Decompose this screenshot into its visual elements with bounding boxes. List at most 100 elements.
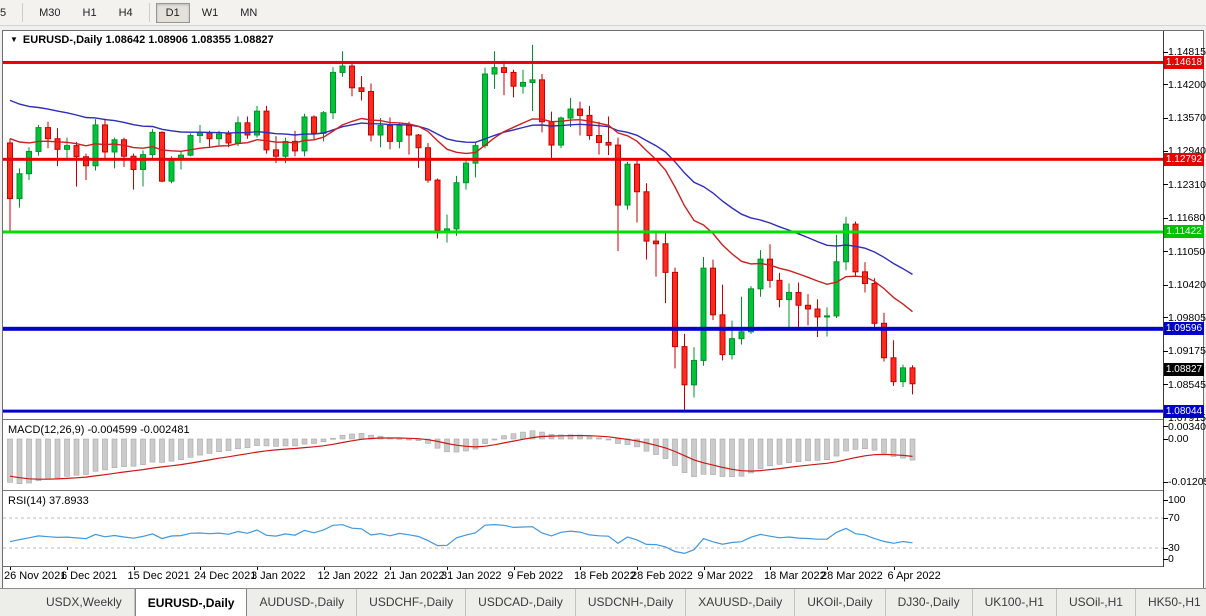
- date-label: 3 Jan 2022: [251, 570, 306, 582]
- timeframe-button-h4[interactable]: H4: [118, 6, 133, 19]
- macd-axis-label: 0.00: [1168, 433, 1189, 445]
- price-tick-label: 1.14815: [1168, 46, 1206, 58]
- resistance-tag: 1.12792: [1164, 152, 1204, 166]
- symbol-tab-usoil-h1[interactable]: USOil-,H1: [1057, 589, 1136, 616]
- price-tick-mark: [1163, 217, 1168, 219]
- date-tick-mark: [513, 567, 515, 570]
- symbol-tab-bar: USDX,Weekly EURUSD-,Daily AUDUSD-,Daily USD…: [0, 588, 1206, 616]
- symbol-tab-audusd-daily[interactable]: AUDUSD-,Daily: [247, 589, 358, 616]
- symbol-tab-usdcad-daily[interactable]: USDCAD-,Daily: [466, 589, 576, 616]
- date-tick-mark: [200, 567, 201, 570]
- macd-tick-mark: [1163, 481, 1168, 483]
- rsi-axis-label: 0: [1168, 553, 1174, 565]
- price-tick-label: 1.09805: [1168, 311, 1206, 324]
- macd-panel[interactable]: [3, 421, 1163, 490]
- date-label: 9 Mar 2022: [697, 570, 754, 582]
- date-label: 6 Apr 2022: [887, 570, 941, 582]
- price-tick-mark: [1163, 84, 1168, 86]
- date-label: 18 Feb 2022: [574, 570, 636, 582]
- symbol-tab-eurusd-daily[interactable]: EURUSD-,Daily: [134, 588, 248, 616]
- date-tick-mark: [637, 567, 638, 570]
- chart-symbol-label: EURUSD-,Daily: [22, 34, 103, 46]
- date-label: 26 Nov 2021: [4, 570, 67, 582]
- rsi-tick-mark: [1163, 499, 1168, 501]
- macd-indicator-label: MACD(12,26,9) -0.004599 -0.002481: [8, 424, 190, 436]
- timeframe-button-m30[interactable]: M30: [39, 6, 61, 19]
- macd-signal-line: [9, 434, 913, 480]
- fast-ma-red: [9, 117, 913, 313]
- date-tick-mark: [10, 567, 11, 570]
- date-tick-mark: [893, 567, 895, 570]
- timeframe-button-d1[interactable]: D1: [155, 2, 190, 23]
- timeframe-toolbar: 5 M30 H1 H4 D1 W1 MN: [0, 0, 1206, 26]
- slow-ma-blue: [9, 99, 913, 276]
- macd-axis-label: -0.01205: [1168, 476, 1206, 488]
- price-tick-mark: [1163, 350, 1168, 352]
- symbol-tab-uk100-h1[interactable]: UK100-,H1: [973, 589, 1057, 616]
- symbol-tab-xauusd-daily[interactable]: XAUUSD-,Daily: [686, 589, 796, 616]
- date-label: 31 Jan 2022: [441, 570, 502, 582]
- chart-ohlc-values: 1.08642 1.08906 1.08355 1.08827: [105, 34, 274, 46]
- price-tick-label: 1.11050: [1168, 245, 1206, 258]
- chart-bottom-border: [3, 566, 1163, 567]
- date-axis[interactable]: 26 Nov 2021 6 Dec 2021 15 Dec 2021 24 Dec 2…: [3, 567, 1163, 588]
- support-tag: 1.08044: [1164, 404, 1204, 418]
- price-hline[interactable]: [3, 409, 1163, 413]
- date-label: 28 Mar 2022: [821, 570, 883, 582]
- price-hline[interactable]: [3, 157, 1163, 161]
- rsi-panel[interactable]: [3, 492, 1163, 566]
- price-hline[interactable]: [3, 230, 1163, 234]
- date-tick-mark: [770, 567, 771, 570]
- symbol-tab-usdchf-daily[interactable]: USDCHF-,Daily: [357, 589, 467, 616]
- price-tick-label: 1.08545: [1168, 378, 1206, 391]
- main-price-chart[interactable]: [3, 31, 1163, 419]
- timeframe-button-w1[interactable]: W1: [201, 6, 219, 19]
- date-tick-mark: [827, 567, 828, 570]
- date-label: 28 Feb 2022: [631, 570, 693, 582]
- rsi-axis-label: 100: [1168, 494, 1186, 506]
- symbol-tab-ukoil-daily[interactable]: UKOil-,Daily: [795, 589, 886, 616]
- price-hline[interactable]: [3, 326, 1163, 331]
- date-label: 9 Feb 2022: [507, 570, 564, 582]
- rsi-indicator-label: RSI(14) 37.8933: [8, 495, 89, 507]
- macd-tick-mark: [1163, 426, 1168, 428]
- collapse-icon[interactable]: ▼: [10, 35, 18, 44]
- support-tag: 1.11422: [1164, 225, 1204, 239]
- date-tick-mark: [580, 567, 581, 570]
- date-tick-mark: [323, 567, 325, 570]
- price-hline[interactable]: [3, 60, 1163, 64]
- date-label: 6 Dec 2021: [61, 570, 118, 582]
- symbol-tab-hk50-h1[interactable]: HK50-,H1: [1136, 589, 1206, 616]
- rsi-tick-mark: [1163, 547, 1168, 549]
- date-label: 24 Dec 2021: [194, 570, 257, 582]
- macd-tick-mark: [1163, 438, 1168, 440]
- price-tick-mark: [1163, 184, 1168, 186]
- date-tick-mark: [390, 567, 391, 570]
- date-tick-mark: [257, 567, 258, 570]
- date-label: 15 Dec 2021: [127, 570, 190, 582]
- price-tick-mark: [1163, 117, 1168, 119]
- date-tick-mark: [447, 567, 448, 570]
- timeframe-button-mn[interactable]: MN: [240, 6, 258, 19]
- symbol-tab-usdcnh-daily[interactable]: USDCNH-,Daily: [576, 589, 687, 616]
- date-tick-mark: [133, 567, 135, 570]
- date-tick-mark: [67, 567, 68, 570]
- price-tick-mark: [1163, 317, 1168, 319]
- price-tick-label: 1.12310: [1168, 178, 1206, 191]
- price-tick-mark: [1163, 284, 1168, 286]
- rsi-line: [9, 523, 913, 555]
- timeframe-button-h1[interactable]: H1: [82, 6, 97, 19]
- price-tick-mark: [1163, 51, 1168, 53]
- price-tick-label: 1.09175: [1168, 345, 1206, 358]
- price-tick-mark: [1163, 384, 1168, 386]
- macd-axis-label: 0.003408: [1168, 420, 1206, 433]
- price-tick-label: 1.13570: [1168, 112, 1206, 125]
- macd-histogram: [7, 430, 916, 484]
- price-axis-separator: [1163, 31, 1164, 567]
- toolbar-separator: [148, 3, 150, 22]
- timeframe-button-5[interactable]: 5: [0, 6, 7, 19]
- symbol-tab-usdx-weekly[interactable]: USDX,Weekly: [34, 589, 135, 616]
- symbol-tab-dj30-daily[interactable]: DJ30-,Daily: [886, 589, 973, 616]
- date-label: 18 Mar 2022: [764, 570, 826, 582]
